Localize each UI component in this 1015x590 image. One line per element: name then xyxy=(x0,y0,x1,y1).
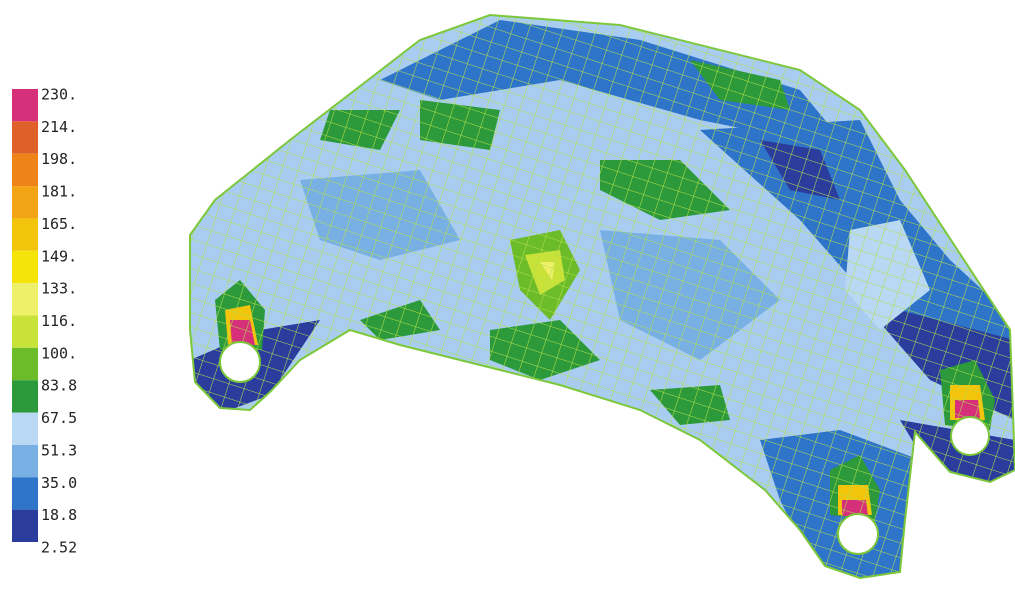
legend-label: 35.0 xyxy=(41,474,77,492)
legend-swatch xyxy=(12,89,38,122)
legend-swatch xyxy=(12,412,38,445)
legend-label: 230. xyxy=(41,86,77,104)
part-outline xyxy=(189,13,1015,580)
legend-label: 149. xyxy=(41,247,77,265)
legend-label: 198. xyxy=(41,150,77,168)
legend-swatch xyxy=(12,153,38,187)
hole xyxy=(219,341,261,383)
legend-swatch xyxy=(12,444,38,478)
legend-label: 181. xyxy=(41,183,77,201)
legend-swatch xyxy=(12,380,38,413)
legend-swatch xyxy=(12,509,38,542)
legend-swatch xyxy=(12,186,38,219)
legend-label: 214. xyxy=(41,118,77,136)
hole xyxy=(950,416,990,456)
legend-swatch xyxy=(12,315,38,348)
legend-label: 2.52 xyxy=(41,539,77,557)
legend-label: 133. xyxy=(41,280,77,298)
legend-label: 18.8 xyxy=(41,506,77,524)
legend-swatch xyxy=(12,347,38,381)
legend-label: 67.5 xyxy=(41,409,77,427)
hole xyxy=(837,513,879,555)
legend-label: 165. xyxy=(41,215,77,233)
legend-label: 116. xyxy=(41,312,77,330)
legend-swatch xyxy=(12,477,38,510)
legend-swatch xyxy=(12,283,38,316)
legend: 230. 214. 198. 181. 165. 149. 133. 116. 100. 83.8… xyxy=(12,86,77,557)
legend-swatch xyxy=(12,250,38,284)
legend-label: 83.8 xyxy=(41,377,77,395)
legend-label: 51.3 xyxy=(41,441,77,459)
part xyxy=(190,15,1015,578)
legend-label: 100. xyxy=(41,344,77,362)
legend-swatch xyxy=(12,218,38,251)
legend-swatch xyxy=(12,121,38,154)
